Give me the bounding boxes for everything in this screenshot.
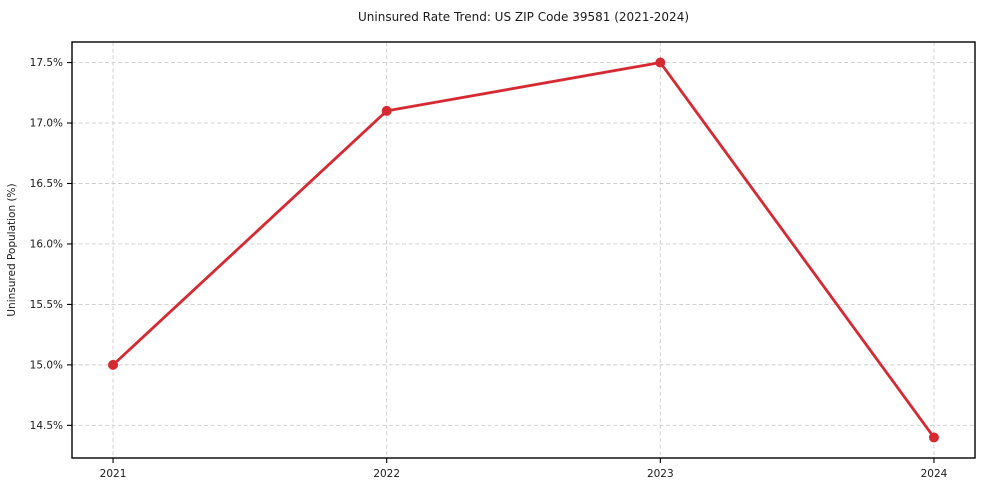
data-point-marker <box>928 432 939 443</box>
y-tick-label: 17.0% <box>30 118 63 130</box>
data-point-marker <box>108 359 119 370</box>
data-series <box>108 57 939 443</box>
y-tick-label: 15.0% <box>30 359 63 371</box>
data-point-marker <box>381 105 392 116</box>
y-tick-label: 16.5% <box>30 178 63 190</box>
y-tick-label: 14.5% <box>30 420 63 432</box>
y-tick-label: 17.5% <box>30 57 63 69</box>
x-tick-label: 2023 <box>647 468 674 480</box>
plot-border <box>71 41 976 459</box>
tick-labels: 14.5% 15.0% 15.5% 16.0% 16.5% 17.0% 17.5% 2021 2… <box>30 57 948 480</box>
x-tick-label: 2024 <box>921 468 948 480</box>
y-tick-label: 16.0% <box>30 238 63 250</box>
x-tick-label: 2021 <box>100 468 127 480</box>
y-axis-label: Uninsured Population (%) <box>6 183 18 316</box>
trend-line <box>111 61 936 439</box>
chart-title: Uninsured Rate Trend: US ZIP Code 39581 … <box>358 10 689 24</box>
data-point-marker <box>655 57 666 68</box>
axis-ticks <box>67 62 935 463</box>
y-tick-label: 15.5% <box>30 299 63 311</box>
x-tick-label: 2022 <box>373 468 400 480</box>
gridlines <box>72 42 975 458</box>
